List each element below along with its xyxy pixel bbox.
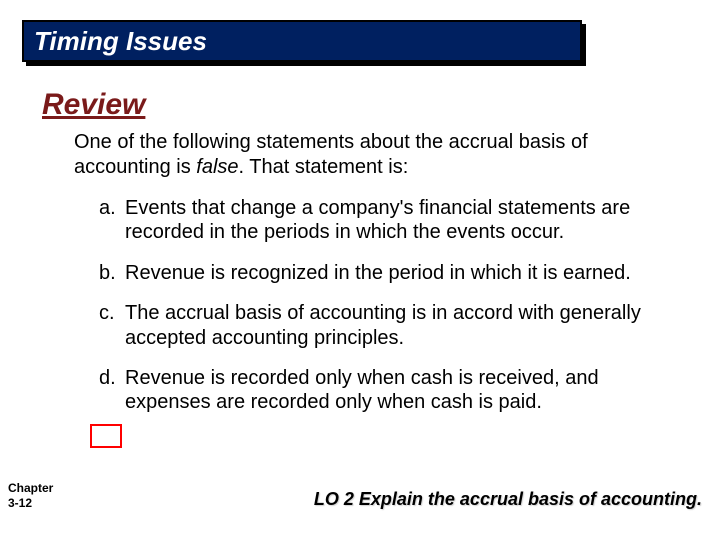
option-c: c. The accrual basis of accounting is in… xyxy=(99,301,659,350)
title-front: Timing Issues xyxy=(22,20,582,62)
option-d: d. Revenue is recorded only when cash is… xyxy=(99,366,659,415)
question-text: One of the following statements about th… xyxy=(74,130,654,180)
option-text: Revenue is recognized in the period in w… xyxy=(125,261,659,285)
option-letter: d. xyxy=(99,366,125,415)
chapter-text: Chapter 3-12 xyxy=(8,481,53,509)
review-heading: Review xyxy=(42,88,145,122)
option-text: Events that change a company's financial… xyxy=(125,196,659,245)
option-letter: c. xyxy=(99,301,125,350)
option-letter: b. xyxy=(99,261,125,285)
options-list: a. Events that change a company's financ… xyxy=(99,196,659,431)
chapter-label: Chapter 3-12 xyxy=(8,481,53,510)
question-emphasis: false xyxy=(196,156,238,178)
slide-title: Timing Issues xyxy=(34,26,207,57)
slide-title-box: Timing Issues xyxy=(22,20,582,62)
option-a: a. Events that change a company's financ… xyxy=(99,196,659,245)
question-suffix: . That statement is: xyxy=(239,156,409,178)
option-b: b. Revenue is recognized in the period i… xyxy=(99,261,659,285)
answer-highlight-box xyxy=(90,424,122,448)
option-text: Revenue is recorded only when cash is re… xyxy=(125,366,659,415)
option-letter: a. xyxy=(99,196,125,245)
option-text: The accrual basis of accounting is in ac… xyxy=(125,301,659,350)
learning-objective: LO 2 Explain the accrual basis of accoun… xyxy=(314,489,702,510)
